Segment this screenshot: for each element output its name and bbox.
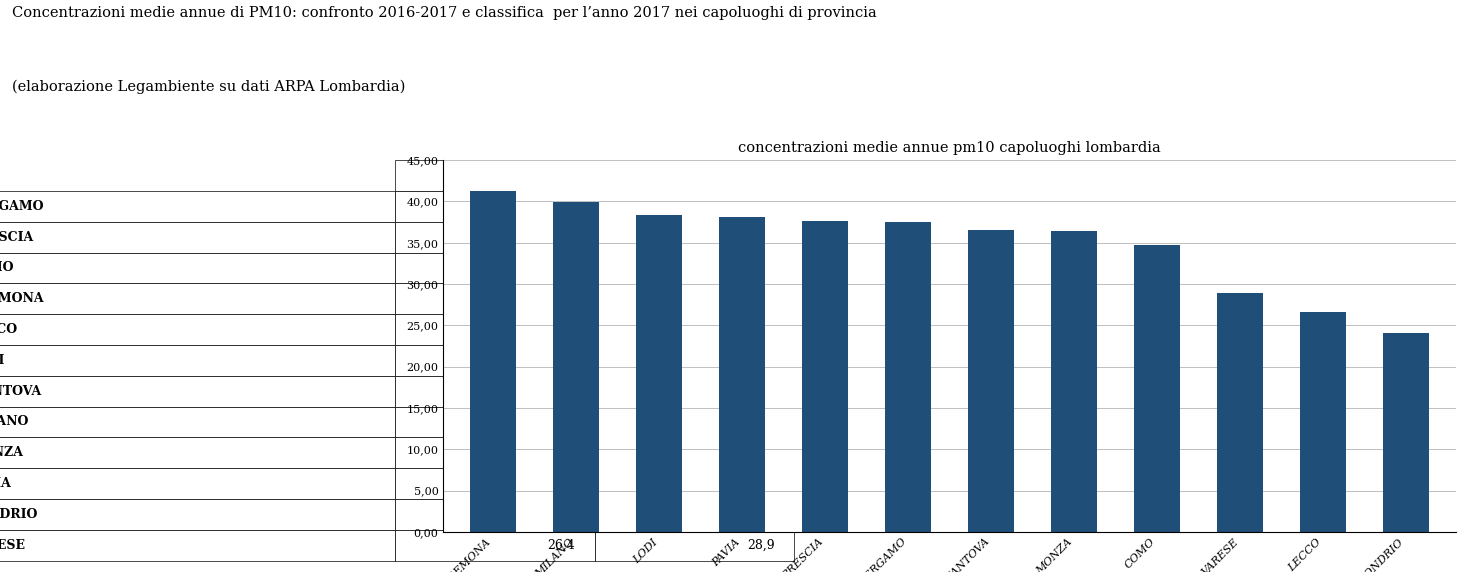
Bar — [1218, 293, 1262, 532]
Text: (elaborazione Legambiente su dati ARPA Lombardia): (elaborazione Legambiente su dati ARPA L… — [12, 80, 405, 94]
Bar — [885, 222, 931, 532]
Bar — [553, 202, 599, 532]
Bar — [637, 214, 681, 532]
Bar — [1134, 245, 1179, 532]
Bar — [803, 221, 848, 532]
Bar — [968, 229, 1014, 532]
Bar — [1383, 333, 1429, 532]
Text: Concentrazioni medie annue di PM10: confronto 2016-2017 e classifica  per l’anno: Concentrazioni medie annue di PM10: conf… — [12, 6, 876, 19]
Bar — [1051, 231, 1097, 532]
Title: concentrazioni medie annue pm10 capoluoghi lombardia: concentrazioni medie annue pm10 capoluog… — [738, 141, 1162, 155]
Bar — [470, 190, 516, 532]
Bar — [720, 217, 766, 532]
Bar — [1301, 312, 1346, 532]
